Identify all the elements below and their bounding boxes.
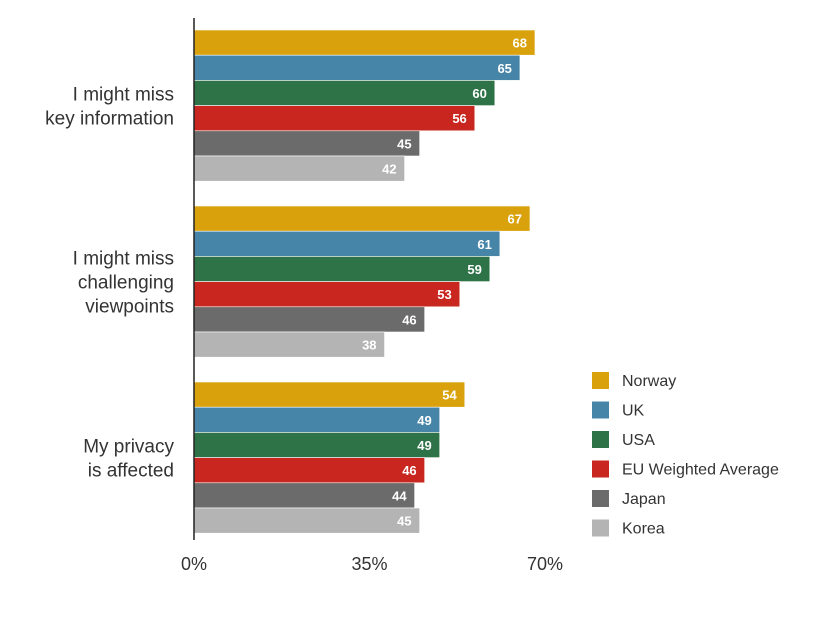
bar-usa-2 <box>193 256 491 282</box>
bar-eu-weighted-average-3 <box>193 457 425 484</box>
bar-eu-weighted-average-1 <box>193 105 476 132</box>
bar-japan-3 <box>193 482 415 509</box>
bar-eu-weighted-average-2 <box>193 281 461 308</box>
bar-uk-2 <box>193 230 501 257</box>
bar-value-label: 45 <box>397 514 411 529</box>
legend-label: Norway <box>622 373 676 390</box>
category-labels: I might miss key information I might miss c… <box>45 85 174 482</box>
category-label: I might miss <box>73 249 174 270</box>
bar-value-label: 46 <box>402 463 416 478</box>
legend-label: UK <box>622 403 645 420</box>
legend-swatch-eu-weighted-average <box>592 460 609 478</box>
bar-norway-1 <box>193 29 536 56</box>
legend-swatch-korea <box>592 519 609 537</box>
category-label: My privacy <box>83 437 174 458</box>
bar-value-label: 65 <box>497 61 511 76</box>
bar-value-label: 68 <box>513 36 527 51</box>
legend-label: Japan <box>622 491 666 508</box>
legend-swatch-japan <box>592 490 609 507</box>
bar-japan-1 <box>193 130 420 157</box>
bar-value-label: 38 <box>362 338 376 353</box>
bar-value-label: 53 <box>437 287 451 302</box>
bar-value-label: 49 <box>417 413 431 428</box>
category-label: is affected <box>88 461 174 482</box>
x-tick-label: 0% <box>181 554 207 574</box>
bar-value-label: 42 <box>382 162 396 177</box>
bar-norway-2 <box>193 205 531 232</box>
legend-swatch-usa <box>592 431 609 448</box>
bar-value-label: 49 <box>417 438 431 453</box>
bar-value-label: 45 <box>397 136 411 151</box>
bar-value-label: 56 <box>452 111 466 126</box>
x-tick-label: 35% <box>351 554 387 574</box>
bar-value-label: 67 <box>507 212 521 227</box>
legend-swatch-uk <box>592 401 609 419</box>
bar-korea-1 <box>193 155 405 182</box>
bars-group <box>193 29 536 534</box>
category-label: key information <box>45 109 174 130</box>
legend-label: USA <box>622 432 655 449</box>
bar-value-label: 60 <box>472 86 486 101</box>
bar-value-label: 46 <box>402 312 416 327</box>
bar-korea-3 <box>193 507 420 534</box>
category-label: I might miss <box>73 85 174 106</box>
category-label: viewpoints <box>85 297 174 318</box>
x-tick-labels: 0% 35% 70% <box>181 554 563 574</box>
category-label: challenging <box>78 273 174 294</box>
bar-value-label: 54 <box>442 388 457 403</box>
bar-japan-2 <box>193 306 425 333</box>
bar-usa-3 <box>193 432 440 458</box>
bar-usa-1 <box>193 80 496 106</box>
bar-korea-2 <box>193 331 385 358</box>
bar-value-label: 61 <box>477 237 491 252</box>
bar-uk-3 <box>193 406 440 433</box>
bar-value-label: 44 <box>392 488 407 503</box>
bar-norway-3 <box>193 381 466 408</box>
x-tick-label: 70% <box>527 554 563 574</box>
legend-label: Korea <box>622 521 665 538</box>
bar-uk-1 <box>193 54 521 81</box>
bar-value-label: 59 <box>467 262 481 277</box>
legend: Norway UK USA EU Weighted Average Japan Korea <box>592 372 779 538</box>
legend-label: EU Weighted Average <box>622 462 779 479</box>
legend-swatch-norway <box>592 372 609 389</box>
